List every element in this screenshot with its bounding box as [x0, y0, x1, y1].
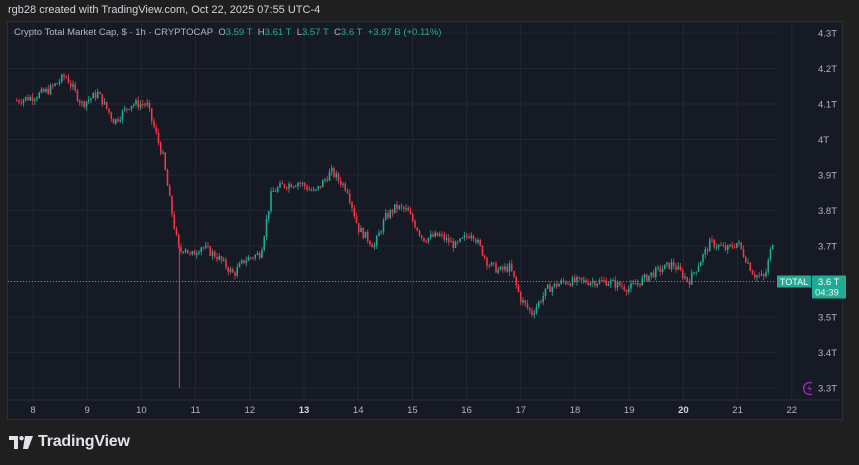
lightning-icon[interactable] [802, 381, 813, 396]
time-axis-label: 16 [461, 405, 472, 416]
price-axis-label: 3.8T [818, 206, 837, 217]
time-axis-label: 9 [85, 405, 90, 416]
chart-credit: rgb28 created with TradingView.com, Oct … [8, 4, 321, 16]
price-axis-label: 3.7T [818, 242, 837, 253]
price-axis-label: 4.2T [818, 64, 837, 75]
time-axis-label: 12 [245, 405, 256, 416]
time-axis-label: 21 [732, 405, 743, 416]
time-axis-label: 19 [624, 405, 635, 416]
symbol-tag [777, 275, 811, 288]
legend-close: 3.6 T [340, 27, 363, 38]
price-tag-value: 3.6 T [818, 277, 840, 288]
candles [15, 72, 774, 319]
brand-name: TradingView [38, 433, 130, 450]
time-axis-label: 18 [570, 405, 581, 416]
time-axis-label: 22 [787, 405, 798, 416]
time-axis-label: 14 [353, 405, 364, 416]
chart-frame[interactable] [7, 21, 843, 420]
time-axis-label: 20 [678, 405, 689, 416]
tradingview-logo[interactable]: TradingView [9, 433, 130, 451]
legend-low: 3.57 T [301, 27, 329, 38]
price-axis-label: 3.3T [818, 384, 837, 395]
price-axis-label: 3.5T [818, 313, 837, 324]
price-axis-label: 3.4T [818, 348, 837, 359]
price-axis-label: 4.1T [818, 100, 837, 111]
chart-legend: Crypto Total Market Cap, $ · 1h · CRYPTO… [14, 27, 442, 38]
time-axis-label: 13 [299, 405, 310, 416]
legend-change: +3.87 B (+0.11%) [367, 27, 442, 38]
price-axis-label: 4T [818, 135, 829, 146]
time-axis-label: 17 [516, 405, 527, 416]
time-axis-label: 8 [30, 405, 35, 416]
price-axis-label: 3.9T [818, 171, 837, 182]
bar-countdown: 04:39 [815, 288, 839, 299]
time-axis-label: 10 [136, 405, 147, 416]
time-axis-label: 11 [191, 405, 201, 416]
price-axis-label: 4.3T [818, 29, 837, 40]
tradingview-logo-icon [9, 435, 33, 449]
time-axis-label: 15 [407, 405, 418, 416]
legend-open: 3.59 T [225, 27, 253, 38]
symbol-tag-text: TOTAL [780, 277, 808, 287]
legend-title: Crypto Total Market Cap, $ · 1h · CRYPTO… [14, 27, 214, 38]
legend-high: 3.61 T [264, 27, 292, 38]
price-tag [812, 275, 846, 299]
